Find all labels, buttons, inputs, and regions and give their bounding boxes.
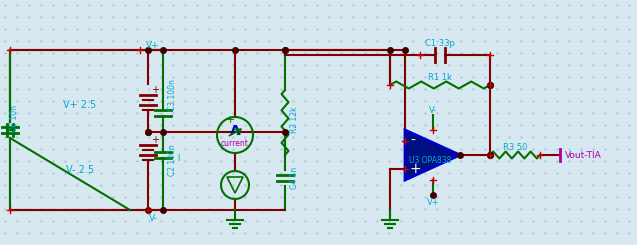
Text: V+: V+	[146, 40, 160, 49]
Text: V+: V+	[427, 197, 440, 207]
Text: U3 OPA838: U3 OPA838	[409, 156, 451, 164]
Text: +: +	[410, 162, 422, 176]
Text: A: A	[229, 124, 240, 138]
Text: -: -	[410, 134, 415, 148]
Text: +: +	[225, 115, 234, 125]
Text: current: current	[221, 138, 249, 147]
Text: V-: V-	[429, 106, 437, 114]
Text: V+ 2.5: V+ 2.5	[63, 100, 97, 110]
Text: R2 12k: R2 12k	[290, 107, 299, 133]
Text: C6 10n: C6 10n	[10, 105, 20, 132]
Text: C2 100n: C2 100n	[168, 144, 177, 176]
Polygon shape	[405, 130, 460, 180]
Text: l: l	[177, 154, 180, 162]
Text: +: +	[151, 135, 159, 145]
Text: C4 1n: C4 1n	[290, 167, 299, 189]
Text: R1 1k: R1 1k	[428, 73, 452, 82]
Text: C3 100n: C3 100n	[168, 79, 177, 111]
Text: V- 2.5: V- 2.5	[66, 165, 94, 175]
Text: +: +	[151, 85, 159, 95]
Text: Vout-TIA: Vout-TIA	[565, 150, 602, 159]
Text: C1 33p: C1 33p	[425, 38, 455, 48]
Text: R3 50: R3 50	[503, 143, 527, 151]
Text: V-: V-	[148, 213, 157, 222]
